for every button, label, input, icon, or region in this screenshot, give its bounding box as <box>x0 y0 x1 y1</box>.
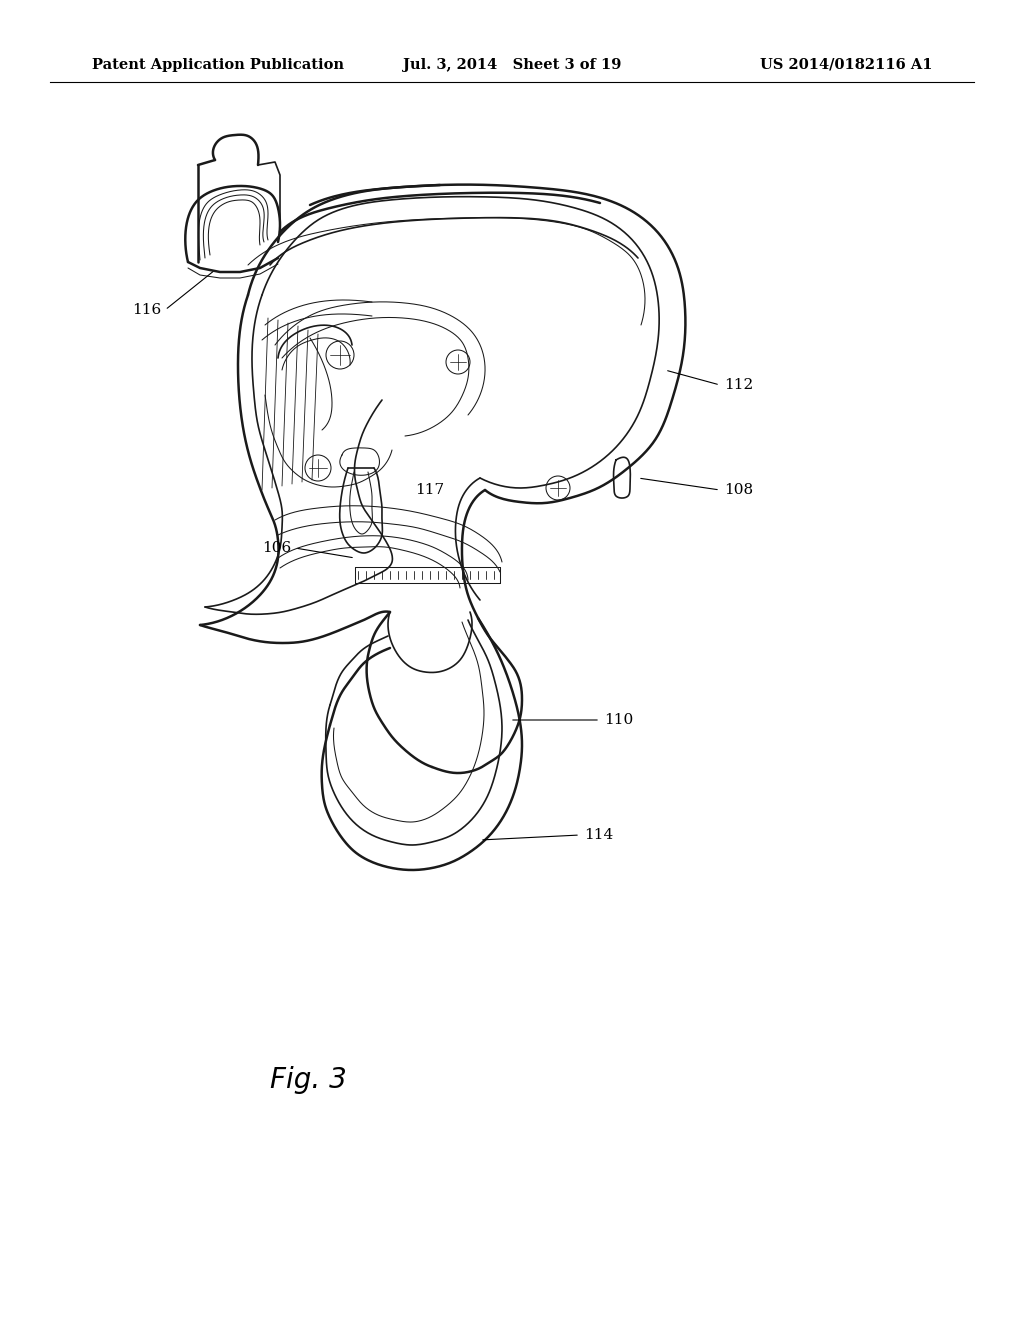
Text: US 2014/0182116 A1: US 2014/0182116 A1 <box>760 58 932 73</box>
Text: 114: 114 <box>584 828 613 842</box>
Text: 117: 117 <box>416 483 444 498</box>
Text: 106: 106 <box>262 541 291 554</box>
Text: Jul. 3, 2014   Sheet 3 of 19: Jul. 3, 2014 Sheet 3 of 19 <box>402 58 622 73</box>
Text: 116: 116 <box>132 304 161 317</box>
Text: 108: 108 <box>724 483 753 498</box>
Text: Patent Application Publication: Patent Application Publication <box>92 58 344 73</box>
Text: Fig. 3: Fig. 3 <box>270 1067 347 1094</box>
Text: 110: 110 <box>604 713 633 727</box>
Text: 112: 112 <box>724 378 754 392</box>
